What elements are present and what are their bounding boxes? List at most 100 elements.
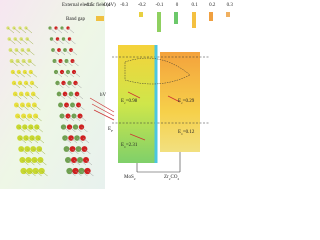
axis-label: External electric field (eV) xyxy=(62,3,116,8)
bond xyxy=(27,93,34,100)
text-part: E xyxy=(108,127,111,132)
photon: hV xyxy=(100,93,107,98)
bond xyxy=(12,71,19,78)
text-part: CO xyxy=(170,175,177,180)
bond xyxy=(75,170,82,177)
bond xyxy=(15,38,22,45)
bond xyxy=(84,148,91,155)
bond xyxy=(72,60,79,67)
bond xyxy=(23,170,30,177)
text-part: 2 xyxy=(177,177,179,181)
material: Zr2CO2 xyxy=(164,175,179,181)
bond xyxy=(87,170,94,177)
legend-bar xyxy=(96,16,104,21)
bond xyxy=(69,126,76,133)
bond xyxy=(22,159,29,166)
bond xyxy=(41,170,48,177)
bond xyxy=(21,148,28,155)
bond xyxy=(16,49,23,56)
bond xyxy=(15,93,22,100)
bond xyxy=(64,137,72,144)
bond xyxy=(28,49,35,56)
text-part: v xyxy=(124,145,126,149)
bond xyxy=(39,148,46,155)
bar xyxy=(209,12,213,21)
bond xyxy=(72,104,79,111)
bond xyxy=(16,104,23,111)
bond xyxy=(33,93,40,100)
bond xyxy=(61,27,69,34)
bond xyxy=(67,71,75,78)
bond xyxy=(69,38,76,45)
bond xyxy=(82,137,90,144)
bond xyxy=(10,49,17,56)
bond xyxy=(22,49,29,56)
text-part: Zr xyxy=(164,175,169,180)
bond xyxy=(69,82,76,89)
text-part: =2.31 xyxy=(126,143,138,148)
bond xyxy=(27,148,34,155)
bond xyxy=(25,137,33,144)
crystal-structure xyxy=(6,26,94,177)
text-part: F xyxy=(111,129,113,133)
tick-label: 0 xyxy=(176,3,179,8)
text-part: 2 xyxy=(134,177,136,181)
bond xyxy=(64,93,72,100)
bond xyxy=(27,38,34,45)
bond xyxy=(60,60,67,67)
bond xyxy=(28,159,35,166)
bond xyxy=(63,38,70,45)
bond xyxy=(81,170,88,177)
bond xyxy=(30,126,37,133)
bond xyxy=(72,148,79,155)
bond xyxy=(60,104,67,111)
bond xyxy=(61,71,69,78)
bond xyxy=(34,159,41,166)
bond xyxy=(30,71,37,78)
bond xyxy=(22,104,29,111)
tick-label: -0.5 xyxy=(85,3,93,8)
bond xyxy=(7,27,15,34)
level: Ev=0.12 xyxy=(178,130,195,136)
level: EF xyxy=(108,127,113,133)
bond xyxy=(24,126,31,133)
bond xyxy=(31,137,39,144)
bar xyxy=(139,12,143,17)
bond xyxy=(23,115,30,122)
bond xyxy=(28,104,35,111)
bond xyxy=(75,126,82,133)
bond xyxy=(73,71,81,78)
text-part: MoS xyxy=(124,175,134,180)
bond xyxy=(75,82,82,89)
bond xyxy=(78,104,85,111)
bond xyxy=(70,93,78,100)
bond xyxy=(18,71,25,78)
text-part: =0.29 xyxy=(183,99,195,104)
level: Ev=2.31 xyxy=(121,143,138,149)
text-part: c xyxy=(181,101,183,105)
bond xyxy=(17,60,24,67)
bond xyxy=(13,27,21,34)
atom xyxy=(36,146,43,152)
bond xyxy=(85,159,93,166)
bond xyxy=(63,82,70,89)
level: Ec=0.98 xyxy=(121,99,138,105)
bond xyxy=(67,159,75,166)
bond xyxy=(35,115,42,122)
bond xyxy=(35,170,42,177)
bond xyxy=(52,49,60,56)
bond xyxy=(23,60,30,67)
band-gap-bars xyxy=(96,12,230,32)
bond xyxy=(58,93,66,100)
bond xyxy=(29,115,36,122)
bond xyxy=(63,126,70,133)
mos2-band xyxy=(118,45,156,163)
bond xyxy=(55,71,63,78)
bond xyxy=(67,115,75,122)
bond xyxy=(31,82,39,89)
bond xyxy=(58,49,66,56)
bond xyxy=(13,82,21,89)
bond xyxy=(21,38,28,45)
arrows xyxy=(89,91,181,141)
level: Ec=0.29 xyxy=(178,99,195,105)
